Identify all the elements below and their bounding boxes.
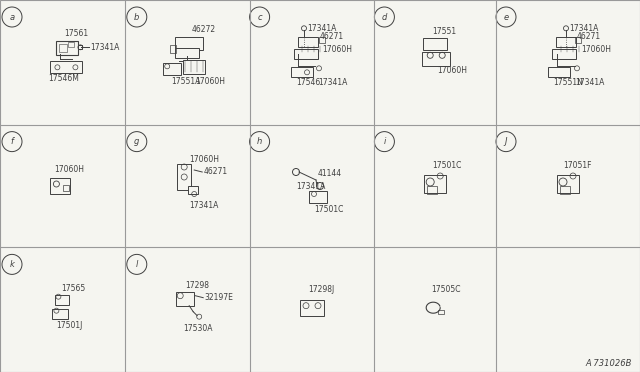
Text: d: d [381,13,387,22]
Bar [428,186,437,194]
Text: 46272: 46272 [191,25,215,34]
Text: i: i [383,137,385,146]
Text: 17551A: 17551A [172,77,200,86]
Text: 46271: 46271 [577,32,601,41]
Text: 17341A: 17341A [318,78,348,87]
Text: 17060H: 17060H [322,45,352,54]
Bar [163,63,181,75]
Text: 17341A: 17341A [296,183,325,192]
Text: 32197E: 32197E [204,293,233,302]
Text: J: J [505,137,508,146]
Text: 17565: 17565 [61,284,86,293]
Bar [177,164,191,190]
Text: 17060H: 17060H [54,165,84,174]
Text: 46271: 46271 [320,32,344,41]
Text: e: e [504,13,509,22]
Text: 17546M: 17546M [48,74,79,83]
Bar [175,48,199,58]
Bar [188,186,198,194]
Text: f: f [10,137,13,146]
Bar [298,37,318,47]
Bar [560,186,570,194]
Text: 17060H: 17060H [195,77,225,86]
Bar [557,175,579,193]
Text: 17060H: 17060H [437,66,467,75]
Text: 17298J: 17298J [308,285,334,294]
Text: a: a [10,13,15,22]
Bar [68,42,74,47]
Bar [552,49,576,59]
Text: 17341A: 17341A [569,24,598,33]
Bar [423,38,447,50]
Bar [422,52,450,66]
Text: 17501J: 17501J [56,321,83,330]
Bar [56,41,79,55]
Text: 17060H: 17060H [189,155,220,164]
Text: l: l [136,260,138,269]
Text: A 731026B: A 731026B [586,359,632,368]
Text: 17546: 17546 [296,78,320,87]
Bar [548,67,570,77]
Bar [51,178,70,194]
Text: 17298: 17298 [185,281,209,290]
Bar [56,295,69,305]
Bar [183,60,205,74]
Bar [556,37,576,47]
Text: 17341A: 17341A [189,201,219,210]
Text: 17505C: 17505C [431,285,461,294]
Bar [300,300,324,316]
Text: 17561: 17561 [65,29,88,38]
Bar [309,191,327,203]
Text: 17341A: 17341A [90,43,120,52]
Text: k: k [10,260,15,269]
Bar [51,61,83,73]
Bar [438,310,444,314]
Text: h: h [257,137,262,146]
Bar [175,37,204,50]
Text: 17551N: 17551N [553,78,583,87]
Text: g: g [134,137,140,146]
Bar [60,44,67,52]
Text: 17530A: 17530A [183,324,212,333]
Bar [170,45,176,53]
Text: 17341A: 17341A [307,24,337,33]
Bar [63,185,69,191]
Bar [319,37,325,43]
Text: 17051F: 17051F [563,161,591,170]
Bar [424,175,446,193]
Bar [79,45,83,49]
Text: 46271: 46271 [204,167,227,176]
Bar [52,309,68,319]
Text: 17551: 17551 [432,27,456,36]
Bar [176,292,194,306]
Text: 17501C: 17501C [314,205,344,214]
Text: c: c [257,13,262,22]
Text: b: b [134,13,140,22]
Text: 41144: 41144 [318,170,342,179]
Bar [291,67,313,77]
Text: 17060H: 17060H [581,45,611,54]
Bar [294,49,318,59]
Text: 17341A: 17341A [575,78,604,87]
Bar [575,37,581,43]
Text: 17501C: 17501C [432,161,461,170]
